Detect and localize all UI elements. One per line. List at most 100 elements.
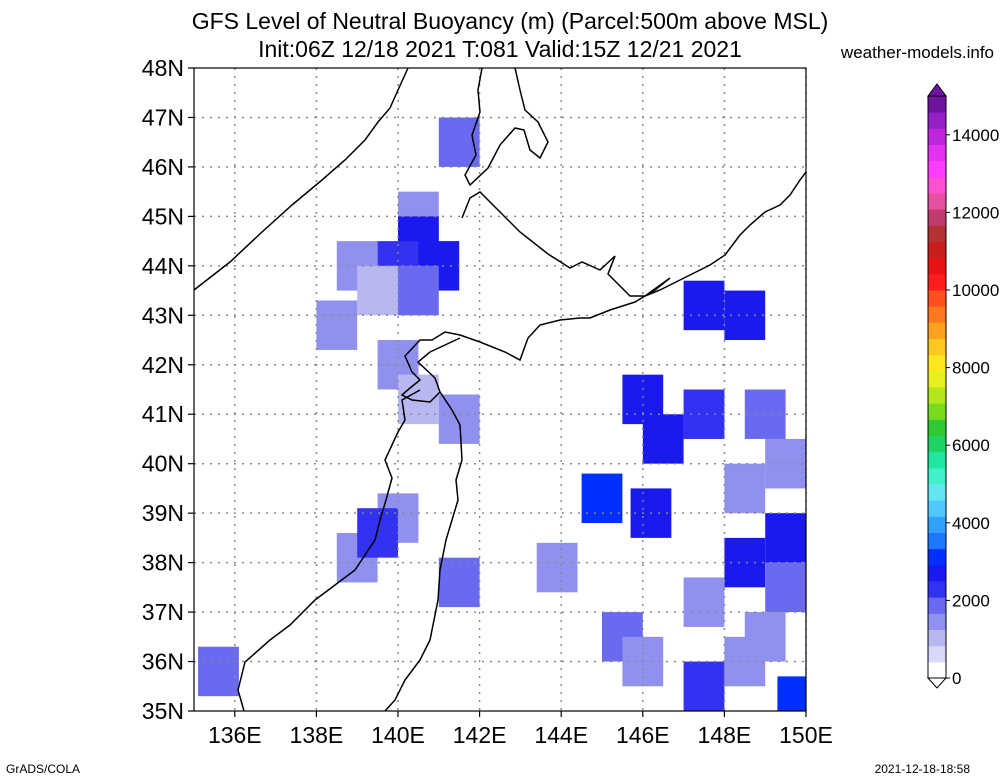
colorbar-label-2: 10000 — [952, 281, 999, 300]
xtick-label-7: 150E — [779, 722, 833, 748]
coastline-honshu-west — [237, 389, 421, 711]
coastline-hokkaido — [400, 191, 671, 403]
colorbar-segment-19 — [928, 354, 946, 372]
ytick-label-10: 38N — [142, 550, 184, 576]
colorbar-segment-35 — [928, 96, 946, 113]
colorbar-segment-13 — [928, 451, 946, 469]
x-axis: 136E 138E 140E 142E 144E 146E 148E 150E — [208, 711, 833, 748]
xtick-label-6: 148E — [698, 722, 752, 748]
colorbar-label-7: 0 — [952, 669, 961, 688]
colorbar-segment-22 — [928, 306, 946, 323]
cell-14 — [357, 508, 398, 558]
cell-21 — [642, 414, 684, 464]
colorbar-segment-29 — [928, 193, 946, 210]
data-cells — [198, 117, 806, 711]
ytick-label-1: 47N — [142, 104, 184, 130]
colorbar-segment-12 — [928, 467, 946, 485]
colorbar-segment-2 — [928, 629, 946, 647]
colorbar-segment-24 — [928, 273, 946, 291]
ytick-label-11: 37N — [142, 599, 184, 625]
colorbar-segment-14 — [928, 435, 946, 453]
coastline-mainland — [194, 68, 409, 291]
coastline-kurils — [644, 171, 806, 297]
colorbar — [926, 83, 948, 689]
cell-29 — [683, 577, 725, 627]
colorbar-segment-20 — [928, 338, 946, 356]
cell-35 — [683, 661, 725, 711]
colorbar-segment-17 — [928, 387, 946, 404]
xtick-label-0: 136E — [208, 722, 262, 748]
ytick-label-0: 48N — [142, 55, 184, 81]
colorbar-label-6: 2000 — [952, 591, 990, 610]
xtick-label-5: 146E — [616, 722, 670, 748]
colorbar-label-4: 6000 — [952, 436, 990, 455]
colorbar-segment-3 — [928, 613, 946, 630]
colorbar-segment-31 — [928, 160, 946, 178]
colorbar-segment-28 — [928, 209, 946, 226]
ytick-label-7: 41N — [142, 401, 184, 427]
colorbar-segment-6 — [928, 564, 946, 582]
cell-17 — [198, 646, 239, 697]
coastline-honshu-east — [384, 391, 463, 711]
colorbar-labels: 14000 12000 10000 8000 6000 4000 2000 0 — [946, 126, 999, 688]
chart-title: GFS Level of Neutral Buoyancy (m) (Parce… — [191, 8, 829, 34]
footer-left-label: GrADS/COLA — [6, 762, 81, 776]
colorbar-top-arrow — [927, 83, 947, 97]
plot-frame — [193, 67, 807, 712]
colorbar-segment-7 — [928, 548, 946, 566]
colorbar-segment-23 — [928, 290, 946, 307]
colorbar-segment-1 — [928, 645, 946, 663]
colorbar-segment-26 — [928, 241, 946, 259]
colorbar-segment-30 — [928, 176, 946, 194]
ytick-label-2: 46N — [142, 154, 184, 180]
colorbar-segment-4 — [928, 597, 946, 614]
colorbar-segment-11 — [928, 484, 946, 501]
colorbar-segment-33 — [928, 128, 946, 145]
ytick-label-5: 43N — [142, 302, 184, 328]
cell-7 — [398, 265, 439, 316]
colorbar-segment-27 — [928, 225, 946, 242]
colorbar-bottom-arrow — [926, 677, 948, 689]
cell-18 — [683, 280, 725, 331]
cell-37 — [777, 676, 806, 711]
cell-28 — [765, 562, 806, 613]
ytick-label-12: 36N — [142, 649, 184, 675]
colorbar-segment-34 — [928, 112, 946, 129]
cell-25 — [724, 463, 766, 514]
colorbar-segment-5 — [928, 581, 946, 598]
colorbar-segment-10 — [928, 500, 946, 517]
colorbar-segment-9 — [928, 516, 946, 533]
colorbar-segment-15 — [928, 419, 946, 436]
ytick-label-3: 45N — [142, 203, 184, 229]
cell-6 — [357, 265, 398, 316]
ytick-label-4: 44N — [142, 253, 184, 279]
colorbar-label-3: 8000 — [952, 359, 990, 378]
ytick-label-9: 39N — [142, 500, 184, 526]
ytick-label-6: 42N — [142, 352, 184, 378]
ytick-label-13: 35N — [142, 698, 184, 724]
cell-22 — [683, 389, 725, 439]
footer-right-label: 2021-12-18-18:58 — [874, 762, 970, 776]
xtick-label-3: 142E — [453, 722, 507, 748]
cell-11 — [438, 394, 480, 444]
xtick-label-4: 144E — [534, 722, 588, 748]
xtick-label-1: 138E — [290, 722, 344, 748]
colorbar-segment-21 — [928, 322, 946, 339]
cell-30 — [581, 473, 623, 524]
ytick-label-8: 40N — [142, 451, 184, 477]
colorbar-segment-16 — [928, 403, 946, 420]
colorbar-segment-8 — [928, 532, 946, 550]
colorbar-segment-18 — [928, 370, 946, 388]
colorbar-segment-32 — [928, 144, 946, 162]
site-label: weather-models.info — [840, 43, 994, 62]
colorbar-segment-0 — [928, 661, 946, 679]
coastlines — [194, 68, 806, 711]
cell-8 — [316, 300, 358, 350]
cell-15 — [438, 557, 480, 608]
cell-16 — [536, 542, 578, 593]
colorbar-segment-25 — [928, 257, 946, 275]
chart-subtitle: Init:06Z 12/18 2021 T:081 Valid:15Z 12/2… — [258, 36, 742, 62]
colorbar-label-0: 14000 — [952, 126, 999, 145]
cell-26 — [765, 513, 806, 563]
